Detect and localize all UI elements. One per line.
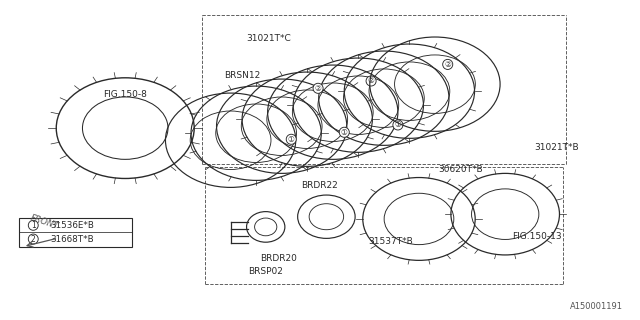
Text: 1: 1: [31, 221, 36, 230]
Text: 31021T*B: 31021T*B: [534, 143, 579, 152]
Text: 31021T*C: 31021T*C: [246, 35, 291, 44]
Text: 2: 2: [31, 235, 36, 244]
Text: ②: ②: [444, 60, 451, 69]
Text: 31536E*B: 31536E*B: [51, 221, 94, 230]
Text: BRSP02: BRSP02: [248, 267, 283, 276]
Text: ②: ②: [367, 76, 374, 85]
Text: ②: ②: [315, 84, 321, 93]
FancyBboxPatch shape: [19, 218, 132, 247]
Text: ①: ①: [288, 135, 294, 144]
Text: BRDR22: BRDR22: [301, 181, 339, 190]
Text: ①: ①: [341, 128, 348, 137]
Text: 30620T*B: 30620T*B: [438, 165, 483, 174]
Text: BRDR20: BRDR20: [260, 254, 297, 263]
Text: A150001191: A150001191: [570, 302, 623, 311]
Text: 31537T*B: 31537T*B: [368, 237, 413, 246]
Text: FIG.150-8: FIG.150-8: [103, 90, 147, 99]
Text: FRONT: FRONT: [29, 213, 60, 231]
Text: ①: ①: [394, 120, 401, 130]
Text: 31668T*B: 31668T*B: [51, 235, 94, 244]
Text: BRSN12: BRSN12: [224, 71, 260, 80]
Text: FIG.150-13: FIG.150-13: [512, 232, 562, 241]
